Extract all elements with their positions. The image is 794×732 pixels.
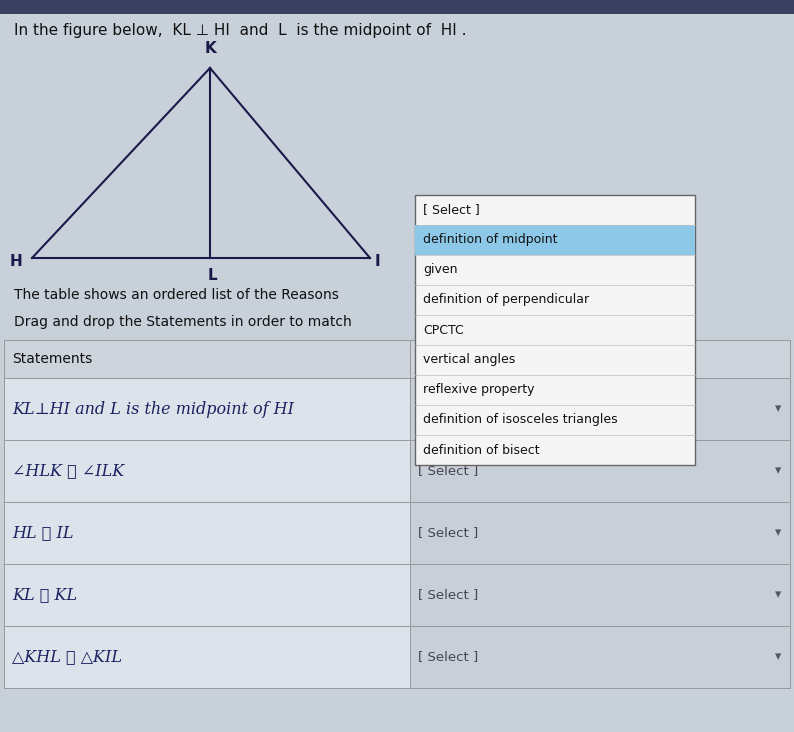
Text: ▾: ▾ — [775, 403, 781, 416]
Bar — [410, 340, 790, 378]
Bar — [4, 440, 410, 502]
Text: K: K — [204, 41, 216, 56]
Text: Drag and drop the Statements in order to match: Drag and drop the Statements in order to… — [14, 315, 352, 329]
Text: KL⊥HI and L is the midpoint of HI: KL⊥HI and L is the midpoint of HI — [12, 400, 294, 417]
Text: △KHL ≅ △KIL: △KHL ≅ △KIL — [12, 649, 122, 665]
Bar — [410, 626, 790, 688]
Bar — [415, 225, 695, 255]
Text: given: given — [423, 264, 457, 277]
Text: KL ≅ KL: KL ≅ KL — [12, 586, 77, 603]
Text: ▾: ▾ — [775, 589, 781, 602]
Bar — [4, 564, 410, 626]
Bar — [410, 378, 790, 440]
Text: In the figure below,  KL ⊥ HI  and  L  is the midpoint of  HI .: In the figure below, KL ⊥ HI and L is th… — [14, 23, 467, 37]
Text: ▾: ▾ — [775, 465, 781, 477]
Bar — [4, 378, 410, 440]
Text: definition of midpoint: definition of midpoint — [423, 234, 557, 247]
Text: definition of perpendicular: definition of perpendicular — [423, 294, 589, 307]
Text: reflexive property: reflexive property — [423, 384, 534, 397]
Text: ▾: ▾ — [775, 526, 781, 539]
Text: L: L — [207, 268, 217, 283]
Bar — [4, 626, 410, 688]
Text: [ Select ]: [ Select ] — [423, 203, 480, 217]
Text: definition of bisect: definition of bisect — [423, 444, 540, 457]
Bar — [410, 502, 790, 564]
Text: The table shows an ordered list of the Reasons: The table shows an ordered list of the R… — [14, 288, 339, 302]
Text: [ Select ]: [ Select ] — [418, 651, 478, 663]
Text: [ Select ]: [ Select ] — [418, 403, 478, 416]
Text: [ Select ]: [ Select ] — [418, 465, 478, 477]
Text: CPCTC: CPCTC — [423, 324, 464, 337]
Text: [ Select ]: [ Select ] — [418, 589, 478, 602]
Bar — [410, 564, 790, 626]
Text: vertical angles: vertical angles — [423, 354, 515, 367]
Text: Statements: Statements — [12, 352, 92, 366]
Bar — [415, 195, 695, 465]
Text: ∠HLK ≅ ∠ILK: ∠HLK ≅ ∠ILK — [12, 463, 124, 479]
Text: I: I — [375, 253, 380, 269]
Text: definition of isosceles triangles: definition of isosceles triangles — [423, 414, 618, 427]
Bar — [4, 340, 410, 378]
Bar — [4, 502, 410, 564]
Text: isosceles.: isosceles. — [625, 288, 692, 302]
Bar — [410, 440, 790, 502]
Text: H: H — [10, 253, 22, 269]
Bar — [0, 0, 794, 14]
Text: [ Select ]: [ Select ] — [418, 526, 478, 539]
Text: HL ≅ IL: HL ≅ IL — [12, 525, 74, 542]
Text: ▾: ▾ — [775, 651, 781, 663]
